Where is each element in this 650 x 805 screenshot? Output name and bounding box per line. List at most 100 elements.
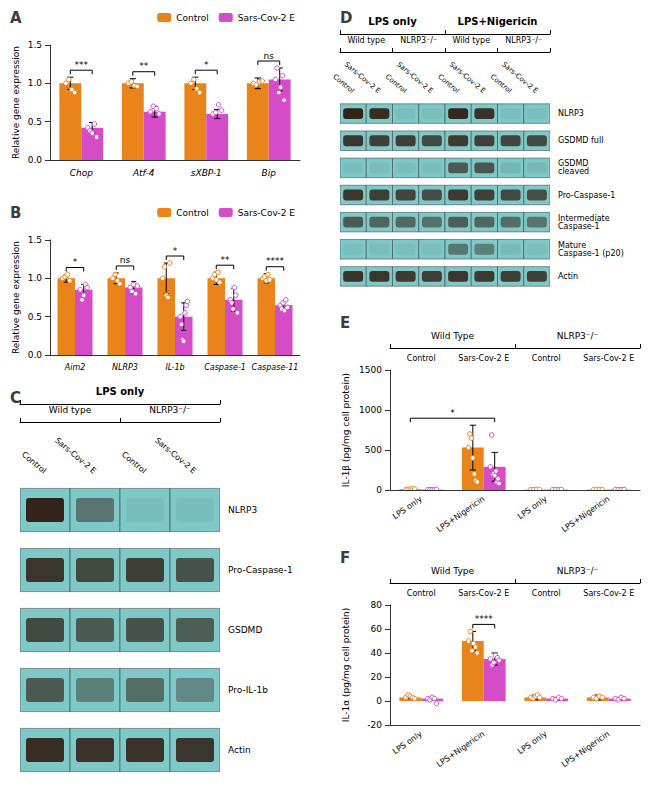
svg-text:80: 80 [371, 600, 383, 610]
svg-text:Control: Control [407, 589, 436, 598]
svg-text:Wild Type: Wild Type [431, 331, 474, 341]
svg-text:1.0: 1.0 [28, 273, 43, 283]
svg-text:40: 40 [371, 648, 383, 658]
svg-text:0.0: 0.0 [28, 155, 43, 165]
svg-text:Atf-4: Atf-4 [132, 168, 155, 178]
svg-text:Bip: Bip [262, 168, 277, 178]
svg-text:60: 60 [371, 624, 383, 634]
svg-text:NLRP3: NLRP3 [228, 505, 257, 515]
svg-text:Actin: Actin [558, 272, 578, 281]
svg-text:1.0: 1.0 [28, 78, 43, 88]
svg-text:0: 0 [376, 485, 382, 495]
svg-text:LPS+Nigericin: LPS+Nigericin [458, 16, 538, 27]
svg-text:NLRP3: NLRP3 [112, 363, 138, 372]
svg-text:IL-1b: IL-1b [165, 363, 184, 372]
svg-text:-20: -20 [367, 720, 382, 730]
svg-text:500: 500 [365, 445, 382, 455]
svg-text:Pro-Caspase-1: Pro-Caspase-1 [558, 191, 615, 200]
svg-text:1.5: 1.5 [28, 40, 42, 50]
svg-text:LPS only: LPS only [516, 494, 549, 521]
svg-text:D: D [340, 9, 352, 27]
svg-text:IL-1β (pg/mg cell protein): IL-1β (pg/mg cell protein) [341, 373, 351, 487]
svg-text:****: **** [266, 256, 285, 266]
svg-text:*: * [450, 408, 455, 418]
svg-text:0: 0 [376, 696, 382, 706]
svg-text:Caspase-1: Caspase-1 [204, 363, 246, 372]
svg-text:1000: 1000 [359, 405, 382, 415]
svg-text:LPS only: LPS only [96, 386, 145, 397]
svg-text:0.5: 0.5 [28, 117, 42, 127]
svg-text:E: E [340, 314, 350, 332]
svg-text:Sars-Cov-2 E: Sars-Cov-2 E [153, 436, 198, 476]
svg-text:****: **** [475, 614, 494, 624]
svg-text:Control: Control [532, 354, 561, 363]
svg-text:Sars-Cov-2 E: Sars-Cov-2 E [583, 589, 634, 598]
svg-text:Wild type: Wild type [49, 405, 92, 415]
svg-text:*: * [73, 257, 78, 267]
svg-text:ns: ns [264, 51, 275, 61]
svg-text:IL-1α (pg/mg cell protein): IL-1α (pg/mg cell protein) [341, 608, 351, 722]
svg-text:Control: Control [176, 13, 209, 23]
svg-text:Wild type: Wild type [347, 36, 385, 45]
svg-text:B: B [10, 204, 21, 222]
svg-text:Control: Control [176, 208, 209, 218]
svg-text:Sars-Cov-2 E: Sars-Cov-2 E [238, 13, 296, 23]
svg-text:Sars-Cov-2 E: Sars-Cov-2 E [448, 60, 487, 95]
svg-text:Control: Control [436, 73, 461, 95]
svg-text:A: A [10, 9, 22, 27]
svg-text:LPS+Nigericin: LPS+Nigericin [435, 494, 486, 534]
svg-text:ns: ns [120, 255, 131, 265]
svg-text:0.0: 0.0 [28, 350, 43, 360]
svg-text:Pro-Caspase-1: Pro-Caspase-1 [228, 565, 293, 575]
svg-text:Relative gene expression: Relative gene expression [11, 46, 21, 159]
svg-text:Control: Control [384, 73, 409, 95]
svg-text:**: ** [139, 61, 149, 71]
svg-text:20: 20 [371, 672, 383, 682]
svg-text:NLRP3⁻/⁻: NLRP3⁻/⁻ [557, 566, 599, 576]
svg-text:Relative gene expression: Relative gene expression [11, 241, 21, 354]
svg-text:LPS only: LPS only [516, 729, 549, 756]
svg-text:Control: Control [532, 589, 561, 598]
svg-text:***: *** [75, 60, 89, 70]
svg-text:0.5: 0.5 [28, 312, 42, 322]
svg-text:F: F [340, 549, 350, 567]
svg-text:C: C [10, 389, 21, 407]
svg-text:NLRP3⁻/⁻: NLRP3⁻/⁻ [149, 405, 191, 415]
svg-text:Control: Control [489, 73, 514, 95]
svg-text:LPS+Nigericin: LPS+Nigericin [560, 494, 611, 534]
svg-text:Chop: Chop [70, 168, 93, 178]
svg-text:sXBP-1: sXBP-1 [191, 168, 222, 178]
svg-text:LPS only: LPS only [391, 729, 424, 756]
svg-text:1500: 1500 [359, 365, 382, 375]
svg-text:Control: Control [120, 450, 148, 475]
svg-text:Wild Type: Wild Type [431, 566, 474, 576]
svg-text:Sars-Cov-2 E: Sars-Cov-2 E [500, 60, 539, 95]
svg-text:Sars-Cov-2 E: Sars-Cov-2 E [53, 436, 98, 476]
svg-text:Actin: Actin [228, 745, 251, 755]
svg-text:Pro-IL-1b: Pro-IL-1b [228, 685, 268, 695]
svg-text:Sars-Cov-2 E: Sars-Cov-2 E [238, 208, 296, 218]
svg-text:Wild type: Wild type [452, 36, 490, 45]
svg-text:*: * [173, 246, 178, 256]
svg-text:Control: Control [407, 354, 436, 363]
svg-text:Sars-Cov-2 E: Sars-Cov-2 E [458, 354, 509, 363]
svg-text:Sars-Cov-2 E: Sars-Cov-2 E [458, 589, 509, 598]
svg-text:GSDMD: GSDMD [228, 625, 262, 635]
svg-text:*: * [204, 60, 209, 70]
svg-text:NLRP3: NLRP3 [558, 109, 584, 118]
svg-text:NLRP3⁻/⁻: NLRP3⁻/⁻ [400, 36, 437, 45]
svg-text:Aim2: Aim2 [64, 363, 86, 372]
svg-text:LPS+Nigericin: LPS+Nigericin [560, 729, 611, 769]
svg-text:LPS+Nigericin: LPS+Nigericin [435, 729, 486, 769]
svg-text:cleaved: cleaved [558, 167, 589, 176]
svg-text:Control: Control [331, 73, 356, 95]
svg-text:Sars-Cov-2 E: Sars-Cov-2 E [395, 60, 434, 95]
svg-text:LPS only: LPS only [391, 494, 424, 521]
svg-text:NLRP3⁻/⁻: NLRP3⁻/⁻ [505, 36, 542, 45]
svg-text:LPS only: LPS only [368, 16, 417, 27]
svg-text:**: ** [221, 255, 231, 265]
svg-text:Caspase-1: Caspase-1 [558, 222, 600, 231]
svg-text:Caspase-11: Caspase-11 [252, 363, 299, 372]
svg-text:Control: Control [20, 450, 48, 475]
svg-text:GSDMD full: GSDMD full [558, 136, 603, 145]
